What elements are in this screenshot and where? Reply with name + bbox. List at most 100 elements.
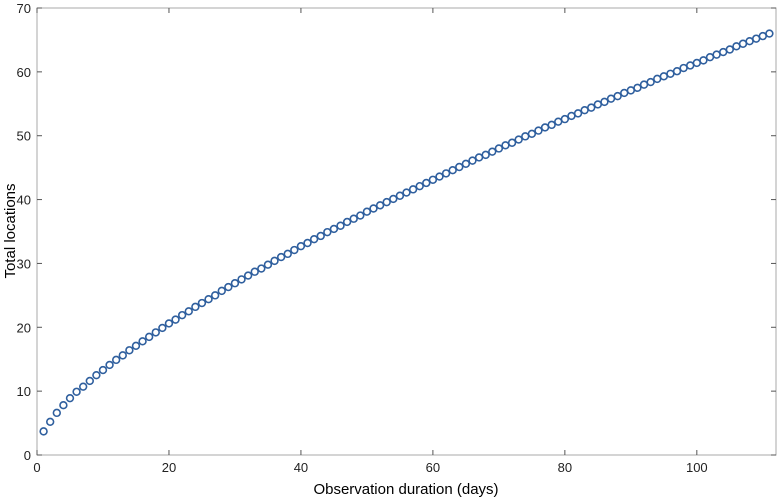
y-tick-label: 30 (17, 256, 31, 271)
data-point (448, 165, 457, 175)
y-axis: 0 10 20 30 40 50 60 70 (17, 1, 776, 463)
x-axis: 0 20 40 60 80 100 (33, 8, 708, 475)
data-point (600, 97, 609, 107)
data-point (455, 162, 464, 172)
data-point (534, 126, 543, 135)
y-tick-label: 0 (24, 448, 31, 463)
x-axis-label: Observation duration (days) (313, 481, 498, 498)
data-point (408, 185, 418, 194)
data-point (177, 310, 187, 320)
data-point (422, 178, 431, 188)
data-point (395, 191, 405, 200)
data-point (296, 241, 306, 251)
y-tick-label: 20 (17, 320, 31, 335)
data-point (415, 181, 424, 191)
data-point (389, 194, 398, 204)
y-tick-label: 40 (17, 193, 31, 208)
data-point (92, 370, 101, 380)
data-point (158, 323, 167, 333)
data-point (131, 341, 141, 351)
data-point (290, 245, 299, 255)
data-point (210, 291, 220, 300)
data-point (461, 159, 471, 169)
data-point (402, 188, 411, 197)
data-point (171, 315, 180, 324)
data-point (85, 376, 94, 386)
data-point (125, 346, 134, 355)
data-point (98, 365, 108, 375)
data-point (105, 360, 114, 370)
data-point (323, 227, 332, 237)
data-point (342, 217, 352, 227)
data-point (362, 207, 372, 216)
data-point (349, 214, 358, 223)
data-point (151, 328, 160, 337)
data-point (270, 256, 279, 266)
data-point (699, 56, 708, 65)
y-axis-label: Total locations (2, 183, 19, 278)
data-point (78, 382, 88, 391)
data-point (144, 332, 154, 342)
data-point (263, 260, 273, 269)
y-tick-label: 10 (17, 384, 31, 399)
data-point (481, 150, 490, 160)
x-tick-label: 80 (558, 460, 572, 475)
data-point (587, 103, 596, 112)
data-point (646, 77, 655, 87)
data-point (303, 238, 312, 248)
data-point (547, 120, 556, 130)
data-point (382, 197, 391, 207)
data-series (39, 29, 774, 436)
data-point (230, 279, 240, 288)
data-point (224, 282, 233, 292)
x-tick-label: 40 (294, 460, 308, 475)
data-point (39, 427, 48, 436)
data-point (217, 286, 226, 296)
data-point (488, 147, 497, 156)
data-point (633, 83, 642, 93)
data-point (276, 252, 286, 262)
data-point (111, 355, 121, 365)
data-point (494, 144, 504, 153)
data-point (527, 129, 537, 138)
data-point (52, 408, 61, 418)
x-tick-label: 0 (33, 460, 40, 475)
x-tick-label: 100 (686, 460, 708, 475)
data-point (356, 211, 365, 220)
data-point (118, 351, 127, 360)
data-point (573, 109, 583, 118)
y-tick-label: 70 (17, 1, 31, 16)
data-point (336, 221, 345, 230)
x-tick-label: 20 (162, 460, 176, 475)
data-point (197, 298, 207, 308)
data-point (725, 45, 735, 54)
data-point (138, 337, 147, 346)
plot-area (36, 7, 777, 456)
data-point (237, 275, 246, 284)
data-point (514, 135, 523, 144)
data-point (164, 319, 174, 328)
data-point (560, 114, 570, 124)
data-point (316, 231, 325, 241)
data-point (672, 67, 682, 76)
data-point (45, 417, 55, 426)
data-point (329, 224, 339, 234)
data-point (250, 267, 259, 276)
x-tick-label: 60 (426, 460, 440, 475)
data-point (72, 387, 81, 396)
data-point (309, 234, 319, 244)
data-point (613, 91, 622, 101)
data-point (257, 264, 266, 273)
data-point (435, 172, 444, 181)
data-point (428, 175, 438, 184)
data-point (369, 204, 378, 213)
data-point (59, 400, 68, 410)
y-tick-label: 50 (17, 129, 31, 144)
data-point (191, 302, 200, 312)
data-point (65, 393, 75, 403)
data-point (204, 294, 213, 304)
data-point (765, 29, 774, 38)
data-point (184, 307, 193, 316)
data-point (283, 249, 292, 259)
